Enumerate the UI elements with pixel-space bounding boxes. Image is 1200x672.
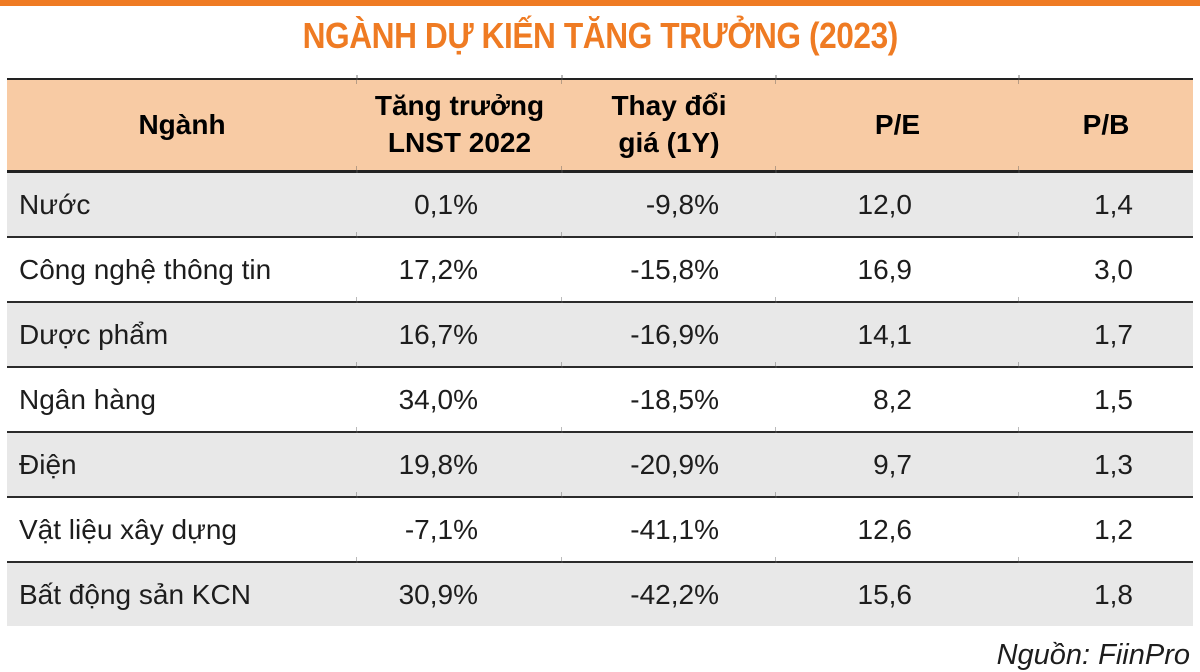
cell-pb: 1,5 (1019, 367, 1193, 433)
table-row: Nước 0,1% -9,8% 12,0 1,4 (7, 171, 1193, 240)
cell-sector-name: Bất động sản KCN (7, 562, 357, 626)
cell-pe: 12,0 (776, 171, 1020, 240)
cell-sector-name: Công nghệ thông tin (7, 237, 358, 306)
cell-price-change: -16,9% (562, 302, 777, 371)
source-note: Nguồn: FiinPro (996, 639, 1190, 671)
cell-price-change: -9,8% (562, 171, 777, 240)
column-header-pe: P/E (776, 76, 1020, 177)
table-body: Nước 0,1% -9,8% 12,0 1,4 Công nghệ thông… (7, 171, 1193, 626)
table-row: Dược phẩm 16,7% -16,9% 14,1 1,7 (7, 302, 1193, 371)
cell-pe: 16,9 (776, 237, 1020, 306)
cell-profit-growth: -7,1% (357, 497, 563, 566)
cell-pb: 1,4 (1019, 171, 1193, 238)
cell-pe: 15,6 (776, 562, 1019, 626)
page-title: NGÀNH DỰ KIẾN TĂNG TRƯỞNG (2023) (0, 15, 1200, 57)
cell-pb: 3,0 (1019, 237, 1193, 303)
cell-sector-name: Ngân hàng (7, 367, 358, 436)
cell-pe: 14,1 (776, 302, 1020, 371)
table-header-row: Ngành Tăng trưởng LNST 2022 Thay đổi giá… (7, 76, 1193, 177)
cell-sector-name: Nước (7, 171, 358, 240)
cell-profit-growth: 0,1% (357, 171, 563, 240)
column-header-tang-truong-lnst: Tăng trưởng LNST 2022 (357, 76, 563, 177)
cell-price-change: -15,8% (562, 237, 777, 306)
table-row: Vật liệu xây dựng -7,1% -41,1% 12,6 1,2 (7, 497, 1193, 566)
cell-pb: 1,7 (1019, 302, 1193, 368)
cell-price-change: -41,1% (562, 497, 777, 566)
cell-pe: 9,7 (776, 432, 1020, 501)
cell-pe: 12,6 (776, 497, 1020, 566)
cell-price-change: -42,2% (562, 562, 776, 626)
cell-pe: 8,2 (776, 367, 1020, 436)
cell-profit-growth: 17,2% (357, 237, 563, 306)
cell-profit-growth: 30,9% (357, 562, 562, 626)
cell-price-change: -18,5% (562, 367, 777, 436)
table-row: Công nghệ thông tin 17,2% -15,8% 16,9 3,… (7, 237, 1193, 306)
cell-sector-name: Dược phẩm (7, 302, 358, 371)
cell-sector-name: Vật liệu xây dựng (7, 497, 358, 566)
cell-profit-growth: 19,8% (357, 432, 563, 501)
cell-pb: 1,2 (1019, 497, 1193, 563)
sector-growth-table: Ngành Tăng trưởng LNST 2022 Thay đổi giá… (7, 76, 1193, 626)
cell-profit-growth: 16,7% (357, 302, 563, 371)
table-row: Bất động sản KCN 30,9% -42,2% 15,6 1,8 (7, 562, 1193, 626)
cell-sector-name: Điện (7, 432, 358, 501)
cell-pb: 1,8 (1019, 562, 1193, 626)
table-row: Điện 19,8% -20,9% 9,7 1,3 (7, 432, 1193, 501)
page-title-text: NGÀNH DỰ KIẾN TĂNG TRƯỞNG (2023) (302, 15, 898, 56)
cell-profit-growth: 34,0% (357, 367, 563, 436)
top-accent-bar (0, 0, 1200, 6)
column-header-pb: P/B (1019, 78, 1193, 173)
column-header-nganh: Ngành (7, 76, 358, 177)
table-row: Ngân hàng 34,0% -18,5% 8,2 1,5 (7, 367, 1193, 436)
column-header-thay-doi-gia: Thay đổi giá (1Y) (562, 76, 777, 177)
cell-pb: 1,3 (1019, 432, 1193, 498)
cell-price-change: -20,9% (562, 432, 777, 501)
table-header: Ngành Tăng trưởng LNST 2022 Thay đổi giá… (7, 76, 1193, 177)
